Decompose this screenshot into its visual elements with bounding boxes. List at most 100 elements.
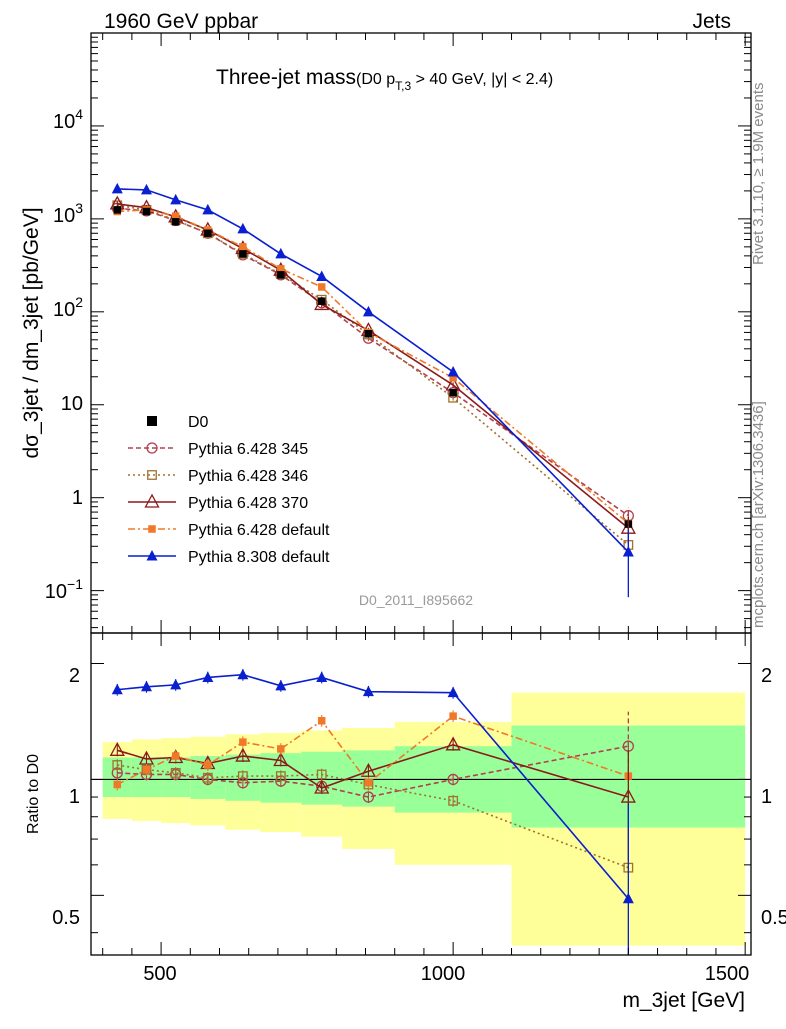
ratio-point-pythia-6-428-346-4 bbox=[237, 771, 248, 782]
ratio-point-pythia-6-428-default-5 bbox=[277, 745, 285, 753]
legend-marker-pythia-8-308-default bbox=[146, 550, 158, 561]
ratio-point-pythia-6-428-default-1 bbox=[142, 765, 151, 774]
x-axis-label: m_3jet [GeV] bbox=[622, 989, 745, 1012]
legend-label-pythia-6-428-345: Pythia 6.428 345 bbox=[188, 441, 308, 458]
legend-entry-pythia-6-428-370: Pythia 6.428 370 bbox=[128, 493, 308, 512]
main-point-d0-6 bbox=[317, 297, 326, 305]
y-tick-label-10: 10 bbox=[61, 393, 83, 415]
legend-marker-pythia-6-428-345 bbox=[146, 442, 158, 454]
main-point-pythia-8-308-default-5 bbox=[275, 247, 287, 259]
ratio-point-pythia-8-308-default-4 bbox=[237, 668, 249, 680]
ratio-point-pythia-8-308-default-5 bbox=[275, 679, 287, 691]
main-frame bbox=[90, 32, 752, 634]
x-tick-label-500: 500 bbox=[143, 963, 176, 985]
y-tick-label-1000: 103 bbox=[53, 200, 83, 227]
ratio-series bbox=[109, 668, 636, 955]
ratio-point-pythia-6-428-default-3 bbox=[204, 761, 212, 769]
main-point-pythia-6-428-default-6 bbox=[317, 283, 326, 291]
ratio-tick-label-2-left: 2 bbox=[69, 665, 80, 687]
ratio-line-pythia-6-428-370 bbox=[117, 743, 629, 798]
header-right: Jets bbox=[692, 10, 731, 33]
main-point-pythia-8-308-default-7 bbox=[362, 305, 374, 317]
main-line-pythia-6-428-346 bbox=[117, 204, 629, 546]
main-point-pythia-8-308-default-6 bbox=[316, 270, 328, 281]
main-line-pythia-6-428-370 bbox=[117, 203, 629, 529]
main-point-pythia-8-308-default-8 bbox=[447, 366, 459, 377]
ratio-tick-label-2-right: 2 bbox=[761, 665, 772, 687]
ratio-point-pythia-6-428-346-2 bbox=[170, 767, 181, 778]
main-point-d0-7 bbox=[364, 330, 373, 338]
ratio-tick-label-1-left: 1 bbox=[69, 786, 80, 808]
ratio-line-pythia-6-428-346 bbox=[117, 764, 629, 869]
main-series bbox=[109, 182, 636, 598]
main-line-pythia-6-428-default bbox=[117, 209, 629, 524]
ratio-tick-label-1-right: 1 bbox=[761, 786, 772, 808]
ratio-point-pythia-6-428-default-8 bbox=[449, 712, 457, 720]
main-point-pythia-6-428-default-5 bbox=[277, 265, 285, 273]
legend-label-d0: D0 bbox=[188, 414, 209, 431]
legend-entry-pythia-8-308-default: Pythia 8.308 default bbox=[128, 549, 330, 566]
ratio-point-pythia-6-428-346-6 bbox=[316, 769, 327, 780]
ratio-point-pythia-8-308-default-3 bbox=[202, 671, 214, 682]
chart-title: Three-jet mass(D0 pT,3 > 40 GeV, |y| < 2… bbox=[216, 66, 553, 93]
legend-label-pythia-8-308-default: Pythia 8.308 default bbox=[188, 549, 330, 566]
plot-frames bbox=[90, 32, 752, 956]
ratio-tick-label-0.5-left: 0.5 bbox=[52, 907, 80, 929]
ratio-line-pythia-6-428-default bbox=[116, 715, 629, 786]
y-tick-labels: 10−1 1 10 102 103 104 bbox=[45, 106, 83, 603]
ratio-point-pythia-8-308-default-2 bbox=[170, 678, 182, 690]
ratio-point-pythia-8-308-default-7 bbox=[362, 685, 374, 697]
main-point-pythia-6-428-default-4 bbox=[239, 243, 247, 251]
ratio-point-pythia-6-428-346-0 bbox=[112, 760, 123, 770]
ratio-point-pythia-8-308-default-8 bbox=[447, 686, 459, 698]
x-tick-label-1000: 1000 bbox=[421, 963, 466, 985]
ratio-line-pythia-6-428-345 bbox=[117, 745, 629, 798]
ratio-point-pythia-6-428-370-7 bbox=[360, 762, 377, 777]
ratio-point-pythia-6-428-default-4 bbox=[239, 738, 247, 746]
main-point-pythia-6-428-default-2 bbox=[171, 212, 180, 220]
ratio-point-pythia-6-428-default-0 bbox=[113, 780, 122, 789]
ratio-frame bbox=[90, 632, 752, 956]
main-point-d0-2 bbox=[171, 218, 180, 226]
ratio-line-pythia-8-308-default bbox=[117, 673, 629, 900]
legend-entry-pythia-6-428-346: Pythia 6.428 346 bbox=[128, 468, 308, 485]
ratio-point-pythia-6-428-370-8 bbox=[445, 736, 461, 751]
legend-marker-pythia-6-428-370 bbox=[144, 493, 160, 508]
analysis-watermark: D0_2011_I895662 bbox=[359, 592, 473, 608]
legend: D0 Pythia 6.428 345 Pythia 6.428 346 Pythia… bbox=[128, 414, 330, 566]
main-point-d0-4 bbox=[239, 250, 247, 258]
main-point-d0-3 bbox=[204, 229, 212, 238]
main-point-d0-8 bbox=[449, 388, 457, 397]
header-left: 1960 GeV ppbar bbox=[104, 10, 258, 33]
main-point-pythia-8-308-default-2 bbox=[170, 193, 182, 205]
legend-entry-pythia-6-428-default: Pythia 6.428 default bbox=[128, 522, 330, 539]
ratio-point-pythia-8-308-default-0 bbox=[111, 683, 123, 695]
legend-entry-d0: D0 bbox=[147, 414, 209, 431]
ratio-point-pythia-6-428-370-5 bbox=[273, 752, 289, 767]
main-point-pythia-8-308-default-0 bbox=[111, 182, 123, 194]
ratio-point-pythia-6-428-346-8 bbox=[448, 795, 459, 806]
legend-label-pythia-6-428-370: Pythia 6.428 370 bbox=[188, 495, 308, 512]
ratio-point-pythia-6-428-370-4 bbox=[235, 747, 251, 762]
title-sub-pre: (D0 p bbox=[356, 71, 395, 88]
y-tick-label-1: 1 bbox=[72, 487, 83, 509]
ratio-point-pythia-8-308-default-1 bbox=[140, 680, 152, 692]
y-tick-label-100: 102 bbox=[53, 294, 83, 321]
legend-label-pythia-6-428-default: Pythia 6.428 default bbox=[188, 522, 330, 539]
axis-ticks bbox=[91, 33, 751, 955]
main-point-d0-0 bbox=[113, 206, 122, 214]
ratio-point-pythia-6-428-default-7 bbox=[364, 779, 373, 787]
ratio-point-pythia-6-428-370-0 bbox=[109, 741, 125, 756]
y-tick-label-10000: 104 bbox=[53, 106, 83, 133]
rivet-version-label: Rivet 3.1.10, ≥ 1.9M events bbox=[750, 83, 767, 266]
ratio-axis-label: Ratio to D0 bbox=[25, 754, 42, 834]
ratio-point-pythia-6-428-345-7 bbox=[362, 791, 375, 803]
uncertainty-bands bbox=[102, 692, 746, 946]
y-tick-label-0.1-base: 10 bbox=[45, 581, 67, 603]
legend-label-pythia-6-428-346: Pythia 6.428 346 bbox=[188, 468, 308, 485]
main-point-d0-1 bbox=[142, 207, 151, 216]
y-axis-label: dσ_3jet / dm_3jet [pb/GeV] bbox=[20, 207, 43, 458]
title-main: Three-jet mass bbox=[216, 66, 356, 89]
